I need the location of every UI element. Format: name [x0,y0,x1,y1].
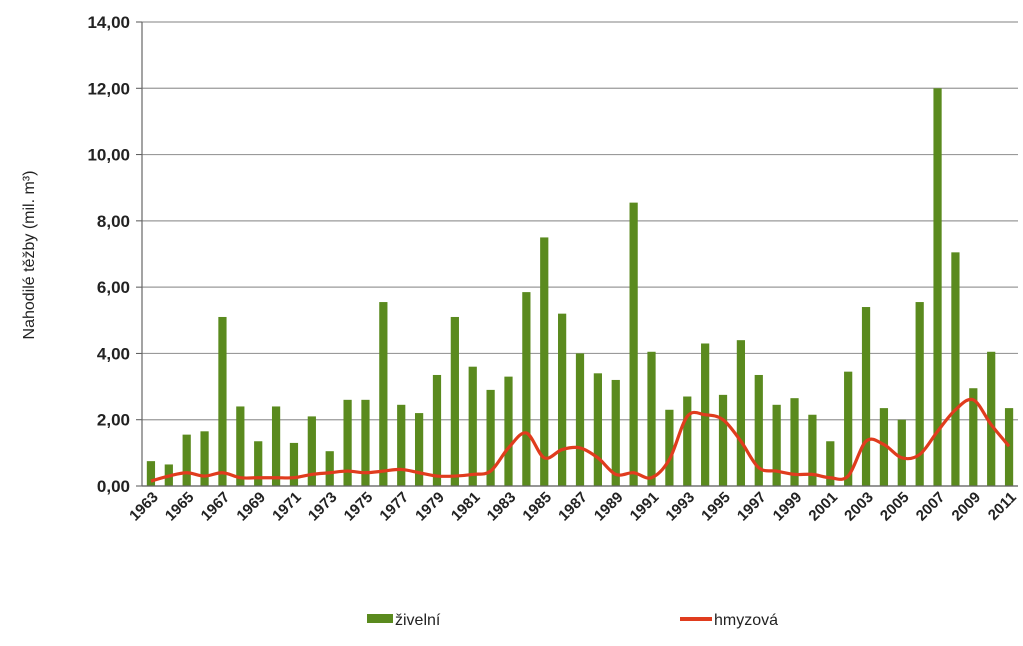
x-tick-label: 1979 [412,489,448,525]
bar-živelní-2006 [915,302,924,486]
bar-živelní-1990 [629,202,638,486]
bar-živelní-1987 [575,353,585,486]
x-tick-label: 1985 [519,489,555,525]
bar-živelní-1965 [182,434,191,486]
bar-živelní-1995 [718,394,728,486]
x-tick-label: 2009 [949,489,985,525]
bar-živelní-2000 [808,414,817,486]
bar-živelní-1977 [397,404,406,486]
bar-živelní-2004 [879,408,889,486]
bar-živelní-1972 [307,416,316,486]
legend-label-hmyzova: hmyzová [714,612,778,629]
x-tick-label: 1971 [269,489,305,525]
bar-živelní-1997 [754,374,763,486]
x-tick-label: 2003 [841,489,877,525]
bar-živelní-2008 [951,252,960,486]
bar-živelní-1989 [611,379,620,486]
bar-živelní-1971 [289,442,299,486]
y-tick-label: 12,00 [87,79,130,98]
x-tick-label: 1963 [126,489,162,525]
x-tick-label: 2001 [805,489,841,525]
y-tick-label: 4,00 [97,344,130,363]
bar-živelní-1978 [414,413,424,486]
x-tick-label: 2011 [985,489,1020,524]
x-tick-label: 1999 [770,489,806,525]
bar-živelní-2002 [844,371,853,486]
x-tick-label: 1981 [448,489,484,525]
x-tick-label: 1967 [198,489,234,525]
bar-živelní-2003 [861,307,871,486]
y-tick-label: 2,00 [97,411,130,430]
line-hmyzova [150,397,1011,483]
y-tick-label: 8,00 [97,212,130,231]
bar-živelní-1969 [254,441,263,486]
bar-živelní-1970 [271,406,281,486]
bar-živelní-1974 [343,399,352,486]
x-tick-label: 1975 [341,489,377,525]
x-tick-label: 1989 [591,489,627,525]
bar-živelní-1968 [236,406,245,486]
y-tick-label: 10,00 [87,146,130,165]
y-tick-label: 14,00 [87,13,130,32]
x-tick-label: 1977 [376,489,412,525]
legend-label-zivelni: živelní [395,612,441,629]
axes [141,22,1018,487]
bar-živelní-1992 [665,409,674,486]
bar-živelní-1973 [325,451,334,486]
x-tick-labels: 1963 1965 1967 1969 1971 1973 1975 1977 1979 1981… [126,489,1020,525]
x-tick-label: 1991 [627,489,663,525]
x-tick-label: 2005 [877,489,913,525]
bar-živelní-1999 [790,398,799,486]
y-tick-label: 6,00 [97,278,130,297]
bar-živelní-1986 [558,313,567,486]
bar-živelní-2011 [1004,408,1014,486]
y-tick-labels: 0,00 2,00 4,00 6,00 8,00 10,00 12,00 14,00 [87,13,130,496]
x-tick-label: 1965 [162,489,198,525]
bar-živelní-1982 [486,389,495,486]
x-tick-label: 1995 [698,489,734,525]
x-tick-label: 1973 [305,489,341,525]
bar-živelní-1967 [218,316,227,486]
bar-živelní-1991 [647,351,656,486]
bar-živelní-1980 [450,316,459,486]
x-tick-label: 1969 [233,489,269,525]
bars-zivelni [146,88,1014,487]
x-tick-label: 1993 [662,489,698,525]
legend-swatch-zivelni [367,614,393,623]
bar-živelní-2007 [933,88,942,487]
x-tick-label: 1987 [555,489,591,525]
bar-živelní-1979 [432,374,442,486]
bar-živelní-2005 [897,419,906,486]
bar-živelní-1988 [593,373,602,486]
x-tick-label: 1997 [734,489,770,525]
bar-živelní-1985 [540,237,549,486]
bar-živelní-1975 [361,399,370,486]
x-tick-label: 1983 [484,489,520,525]
bar-živelní-1998 [772,404,781,486]
bar-živelní-1981 [468,366,477,486]
y-axis-label: Nahodilé těžby (mil. m³) [21,171,38,340]
series-line-hmyzová [150,397,1011,483]
bar-živelní-1993 [683,396,692,486]
bar-živelní-1966 [200,431,209,486]
bar-živelní-2001 [826,441,835,486]
legend: živelní hmyzová [367,612,778,629]
bar-živelní-2009 [969,388,978,486]
bar-živelní-1984 [522,292,531,486]
bar-živelní-1996 [736,340,746,486]
bar-živelní-1983 [504,376,513,486]
y-tick-label: 0,00 [97,477,130,496]
bar-živelní-1976 [379,302,388,486]
bar-živelní-2010 [987,351,996,486]
bar-živelní-1963 [146,461,156,486]
x-tick-label: 2007 [913,489,949,525]
